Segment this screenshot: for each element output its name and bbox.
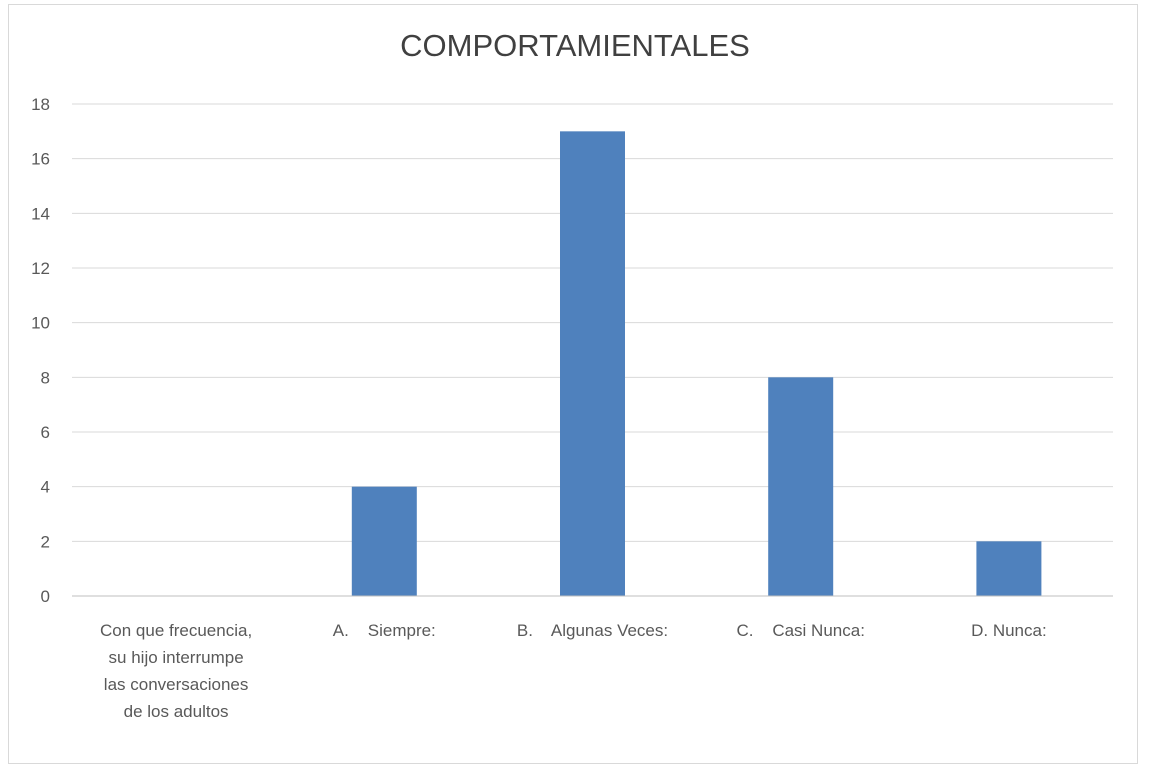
chart-title: COMPORTAMIENTALES [400, 28, 750, 63]
x-tick-label-line: D. Nunca: [971, 621, 1047, 640]
x-tick-label-line: A. Siempre: [333, 621, 436, 640]
x-tick-label-line: B. Algunas Veces: [517, 621, 668, 640]
y-tick-label: 0 [41, 587, 50, 606]
y-tick-label: 6 [41, 423, 50, 442]
y-tick-label: 2 [41, 532, 50, 551]
bar [768, 377, 834, 596]
y-tick-label: 4 [41, 478, 50, 497]
y-tick-label: 8 [41, 368, 50, 387]
y-tick-label: 12 [31, 259, 50, 278]
y-tick-label: 18 [31, 95, 50, 114]
bar [976, 541, 1042, 596]
y-tick-label: 14 [31, 204, 50, 223]
x-tick-label: B. Algunas Veces: [517, 621, 668, 640]
bar [560, 131, 625, 597]
x-tick-label: Con que frecuencia, su hijo interrumpe las… [100, 621, 252, 721]
x-tick-label-line: de los adultos [124, 702, 229, 721]
x-tick-label: D. Nunca: [971, 621, 1047, 640]
bar [351, 486, 417, 596]
x-tick-label: C. Casi Nunca: [736, 621, 865, 640]
y-tick-labels: 0 2 4 6 8 10 12 14 16 18 [31, 95, 50, 606]
x-tick-label-line: C. Casi Nunca: [736, 621, 865, 640]
chart-plot: 0 2 4 6 8 10 12 14 16 18 Con que frecuencia, su hi… [31, 95, 1113, 721]
x-tick-label-line: Con que frecuencia, [100, 621, 252, 640]
x-tick-label-line: las conversaciones [104, 675, 249, 694]
x-tick-labels: Con que frecuencia, su hijo interrumpe las… [100, 621, 1047, 721]
x-tick-label-line: su hijo interrumpe [109, 648, 244, 667]
y-tick-label: 16 [31, 150, 50, 169]
x-tick-label: A. Siempre: [333, 621, 436, 640]
bars [351, 131, 1042, 597]
y-tick-label: 10 [31, 314, 50, 333]
